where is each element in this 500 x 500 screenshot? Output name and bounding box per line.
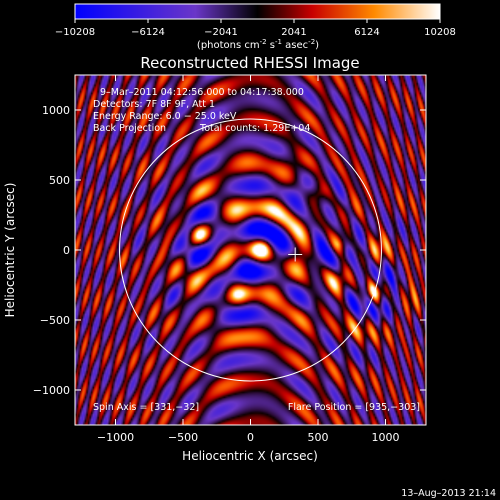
flare-position-text: Flare Position = [935,−303] (288, 402, 420, 413)
center-cross-marker (288, 247, 303, 262)
chart-title: Reconstructed RHESSI Image (140, 54, 359, 72)
x-tick-label: 500 (308, 431, 329, 444)
x-tick-label: −1000 (97, 431, 134, 444)
x-tick-label: 1000 (372, 431, 400, 444)
plot-area (75, 75, 426, 425)
y-tick-label: 0 (63, 244, 70, 257)
energy-range-text: Energy Range: 6.0 − 25.0 keV (93, 111, 237, 122)
colorbar-unit-label: (photons cm-2 s-1 asec-2) (197, 38, 319, 51)
colorbar-ticks: −10208 −6124 −2041 2041 6124 10208 (55, 19, 456, 38)
y-tick-label: 500 (49, 174, 70, 187)
x-tick-label: 0 (247, 431, 254, 444)
colorbar: −10208 −6124 −2041 2041 6124 10208 (photons c… (55, 3, 456, 51)
y-tick-label: −500 (40, 314, 70, 327)
y-tick-label: 1000 (42, 104, 70, 117)
spin-axis-text: Spin Axis = [331,−32] (93, 402, 199, 413)
colorbar-border (74, 3, 441, 20)
colorbar-tick-label: −6124 (131, 27, 165, 38)
colorbar-tick-label: 2041 (281, 27, 306, 38)
y-axis-label: Heliocentric Y (arcsec) (3, 183, 17, 318)
y-tick-label: −1000 (33, 384, 70, 397)
total-counts-text: Total counts: 1.29E+04 (199, 123, 310, 134)
detectors-text: Detectors: 7F 8F 9F, Att 1 (93, 99, 215, 110)
method-text: Back Projection (93, 123, 166, 134)
solar-limb-circle (119, 118, 382, 382)
time-range-text: 9–Mar–2011 04:12:56.000 to 04:17:38.000 (100, 87, 304, 98)
annotations: 9–Mar–2011 04:12:56.000 to 04:17:38.000 … (93, 87, 420, 413)
x-axis-label: Heliocentric X (arcsec) (182, 449, 318, 463)
x-axis: −1000 −500 0 500 1000 (97, 75, 400, 444)
colorbar-tick-label: −2041 (204, 27, 238, 38)
colorbar-tick-label: −10208 (55, 27, 95, 38)
colorbar-tick-label: 10208 (424, 27, 456, 38)
colorbar-tick-label: 6124 (354, 27, 379, 38)
x-tick-label: −500 (168, 431, 198, 444)
y-axis: −1000 −500 0 500 1000 (33, 104, 426, 397)
footer-date: 13–Aug–2013 21:14 (401, 488, 496, 499)
colorbar-gradient (75, 4, 440, 19)
heatmap-image (75, 75, 426, 425)
